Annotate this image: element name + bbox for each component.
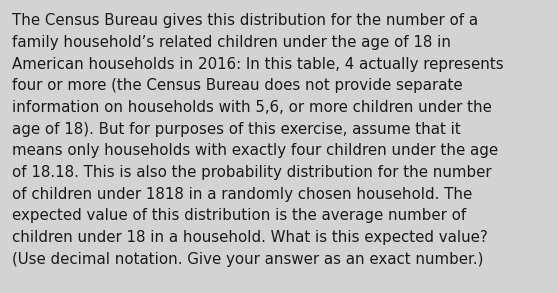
Text: expected value of this distribution is the average number of: expected value of this distribution is t… bbox=[12, 208, 466, 223]
Text: means only households with exactly four children under the age: means only households with exactly four … bbox=[12, 143, 498, 158]
Text: of children under 1818 in a randomly chosen household. The: of children under 1818 in a randomly cho… bbox=[12, 187, 473, 202]
Text: children under 18 in a household. What is this expected value?: children under 18 in a household. What i… bbox=[12, 230, 488, 245]
Text: four or more (the Census Bureau does not provide separate: four or more (the Census Bureau does not… bbox=[12, 78, 463, 93]
Text: of 18.18. This is also the probability distribution for the number: of 18.18. This is also the probability d… bbox=[12, 165, 492, 180]
Text: The Census Bureau gives this distribution for the number of a: The Census Bureau gives this distributio… bbox=[12, 13, 478, 28]
Text: information on households with 5,6, or more children under the: information on households with 5,6, or m… bbox=[12, 100, 492, 115]
Text: family household’s related children under the age of 18 in: family household’s related children unde… bbox=[12, 35, 451, 50]
Text: age of 18). But for purposes of this exercise, assume that it: age of 18). But for purposes of this exe… bbox=[12, 122, 461, 137]
Text: American households in 2016: In this table, 4 actually represents: American households in 2016: In this tab… bbox=[12, 57, 504, 71]
Text: (Use decimal notation. Give your answer as an exact number.): (Use decimal notation. Give your answer … bbox=[12, 252, 484, 267]
